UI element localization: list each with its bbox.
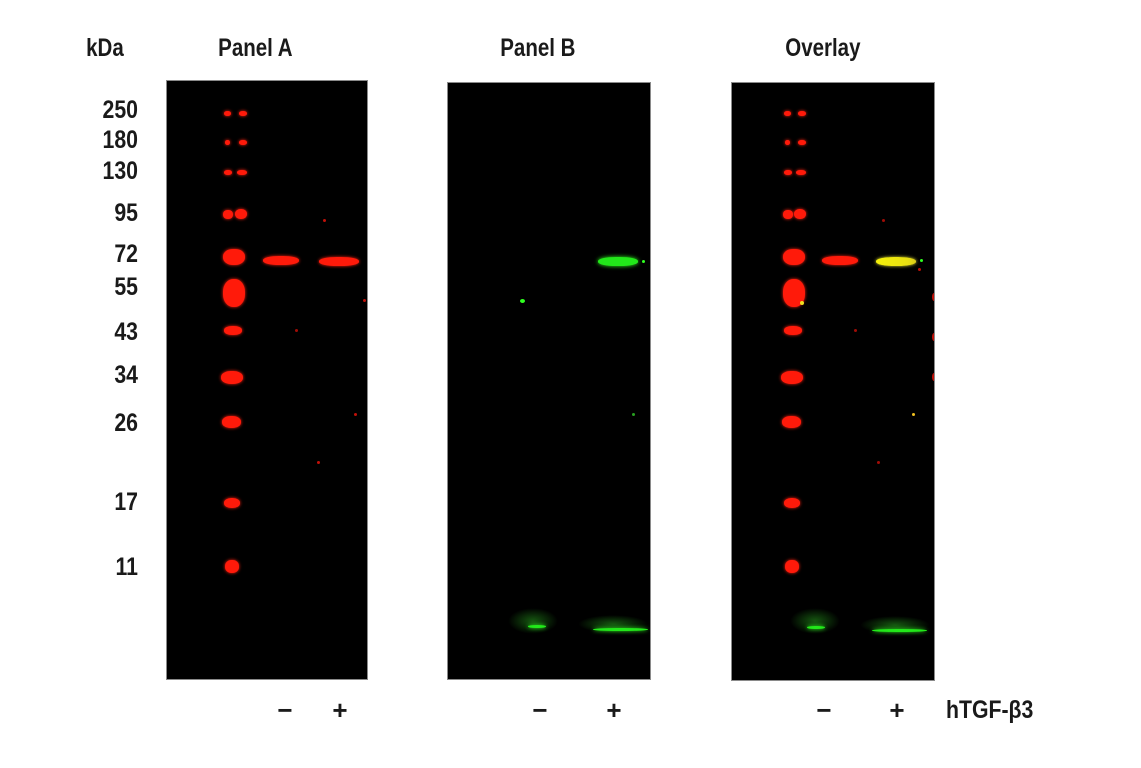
lane-minus-label: − bbox=[277, 695, 293, 725]
panel-a-blot bbox=[166, 80, 368, 680]
lane-minus-label: − bbox=[816, 695, 832, 725]
lane-plus-label: + bbox=[606, 695, 622, 725]
mw-marker-95: 95 bbox=[114, 199, 138, 227]
mw-marker-180: 180 bbox=[102, 126, 138, 154]
mw-marker-43: 43 bbox=[114, 318, 138, 346]
panel-a-band-plus bbox=[319, 257, 359, 266]
mw-marker-11: 11 bbox=[115, 553, 138, 581]
mw-marker-17: 17 bbox=[114, 488, 138, 516]
treatment-label: hTGF-β3 bbox=[946, 696, 1034, 724]
overlay-band-minus bbox=[822, 256, 858, 265]
mw-header: kDa bbox=[86, 34, 124, 62]
panel-b-blot bbox=[447, 82, 651, 680]
overlay-band-plus bbox=[876, 257, 916, 266]
panel-a-band-minus bbox=[263, 256, 299, 265]
lane-plus-label: + bbox=[332, 695, 348, 725]
mw-marker-34: 34 bbox=[114, 361, 138, 389]
panel-b-band-plus bbox=[598, 257, 638, 266]
panel-a-title: Panel A bbox=[218, 34, 293, 62]
mw-marker-72: 72 bbox=[114, 240, 138, 268]
mw-marker-26: 26 bbox=[114, 409, 138, 437]
mw-marker-130: 130 bbox=[102, 157, 138, 185]
overlay-blot bbox=[731, 82, 935, 681]
mw-marker-250: 250 bbox=[102, 96, 138, 124]
mw-marker-55: 55 bbox=[114, 273, 138, 301]
lane-plus-label: + bbox=[889, 695, 905, 725]
panel-b-title: Panel B bbox=[500, 34, 576, 62]
lane-minus-label: − bbox=[532, 695, 548, 725]
overlay-title: Overlay bbox=[785, 34, 861, 62]
